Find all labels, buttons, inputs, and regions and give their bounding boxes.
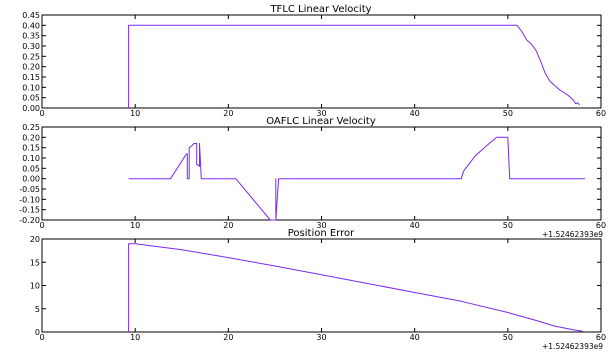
x-tick-label: 20 (223, 109, 233, 118)
chart-title: Position Error (288, 228, 355, 239)
y-tick-label: -0.05 (19, 185, 40, 194)
x-tick-label: 10 (130, 221, 140, 230)
y-tick-label: 0.40 (22, 21, 40, 30)
chart-panel-tflc: TFLC Linear Velocity 0 10 20 30 40 50 600.000.… (22, 4, 606, 118)
x-tick-label: 20 (223, 333, 233, 342)
series-line (128, 243, 583, 332)
x-tick-label: 10 (130, 333, 140, 342)
x-tick-label: 40 (410, 221, 420, 230)
y-tick-label: 0.15 (22, 144, 40, 153)
y-tick-label: 15 (30, 258, 40, 267)
series-line (128, 136, 586, 221)
y-tick-label: 0.05 (22, 164, 40, 173)
axis-ticks: 0 10 20 30 40 50 60 -0.20-0.15 -0.10-0.050.00 0.0… (19, 123, 606, 230)
series-marks (128, 24, 580, 108)
y-tick-label: 0.45 (22, 11, 40, 20)
plot-area (41, 14, 602, 109)
y-tick-label: -0.20 (19, 216, 40, 225)
y-tick-label: 0.20 (22, 133, 40, 142)
axis-ticks: 0 10 20 30 40 50 60 0 5 10 15 20 (30, 235, 606, 342)
chart-panel-position-error: Position Error 0 10 20 30 40 50 60 0 5 10 15 20 +1.… (30, 228, 606, 351)
x-offset-label: +1.52462393e9 (542, 342, 603, 351)
y-tick-label: 0.05 (22, 94, 40, 103)
x-tick-label: 40 (410, 109, 420, 118)
series-marks (128, 243, 583, 332)
chart-panel-oaflc: OAFLC Linear Velocity 0 10 20 30 40 50 60 -0.20… (19, 116, 606, 239)
x-tick-label: 0 (39, 109, 44, 118)
series-line (128, 24, 580, 108)
series-marks (128, 136, 586, 221)
y-tick-label: 0 (35, 328, 40, 337)
x-tick-label: 60 (596, 109, 606, 118)
y-tick-label: 20 (30, 235, 40, 244)
y-tick-label: 0.25 (22, 52, 40, 61)
x-tick-label: 60 (596, 333, 606, 342)
x-offset-label: +1.52462393e9 (542, 230, 603, 239)
y-tick-label: 0.10 (22, 83, 40, 92)
y-tick-label: 10 (30, 282, 40, 291)
x-tick-label: 10 (130, 109, 140, 118)
x-tick-label: 20 (223, 221, 233, 230)
x-tick-label: 0 (39, 221, 44, 230)
x-tick-label: 30 (316, 109, 326, 118)
x-tick-label: 50 (503, 333, 513, 342)
x-tick-label: 50 (503, 221, 513, 230)
y-tick-label: -0.15 (19, 206, 40, 215)
y-tick-label: 0.15 (22, 73, 40, 82)
y-tick-label: 0.10 (22, 154, 40, 163)
x-tick-label: 50 (503, 109, 513, 118)
y-tick-label: 0.00 (22, 104, 40, 113)
y-tick-label: 5 (35, 305, 40, 314)
x-tick-label: 60 (596, 221, 606, 230)
y-tick-label: -0.10 (19, 195, 40, 204)
x-tick-label: 30 (316, 333, 326, 342)
y-tick-label: 0.00 (22, 175, 40, 184)
axis-ticks: 0 10 20 30 40 50 600.000.050.100.150.200.250.3… (22, 11, 606, 118)
chart-title: TFLC Linear Velocity (269, 4, 371, 15)
y-tick-label: 0.25 (22, 123, 40, 132)
y-tick-label: 0.20 (22, 63, 40, 72)
plot-area (41, 126, 602, 221)
x-tick-label: 40 (410, 333, 420, 342)
x-tick-label: 30 (316, 221, 326, 230)
plot-area (41, 238, 602, 333)
chart-title: OAFLC Linear Velocity (266, 116, 376, 127)
x-tick-label: 0 (39, 333, 44, 342)
y-tick-label: 0.30 (22, 42, 40, 51)
y-tick-label: 0.35 (22, 32, 40, 41)
